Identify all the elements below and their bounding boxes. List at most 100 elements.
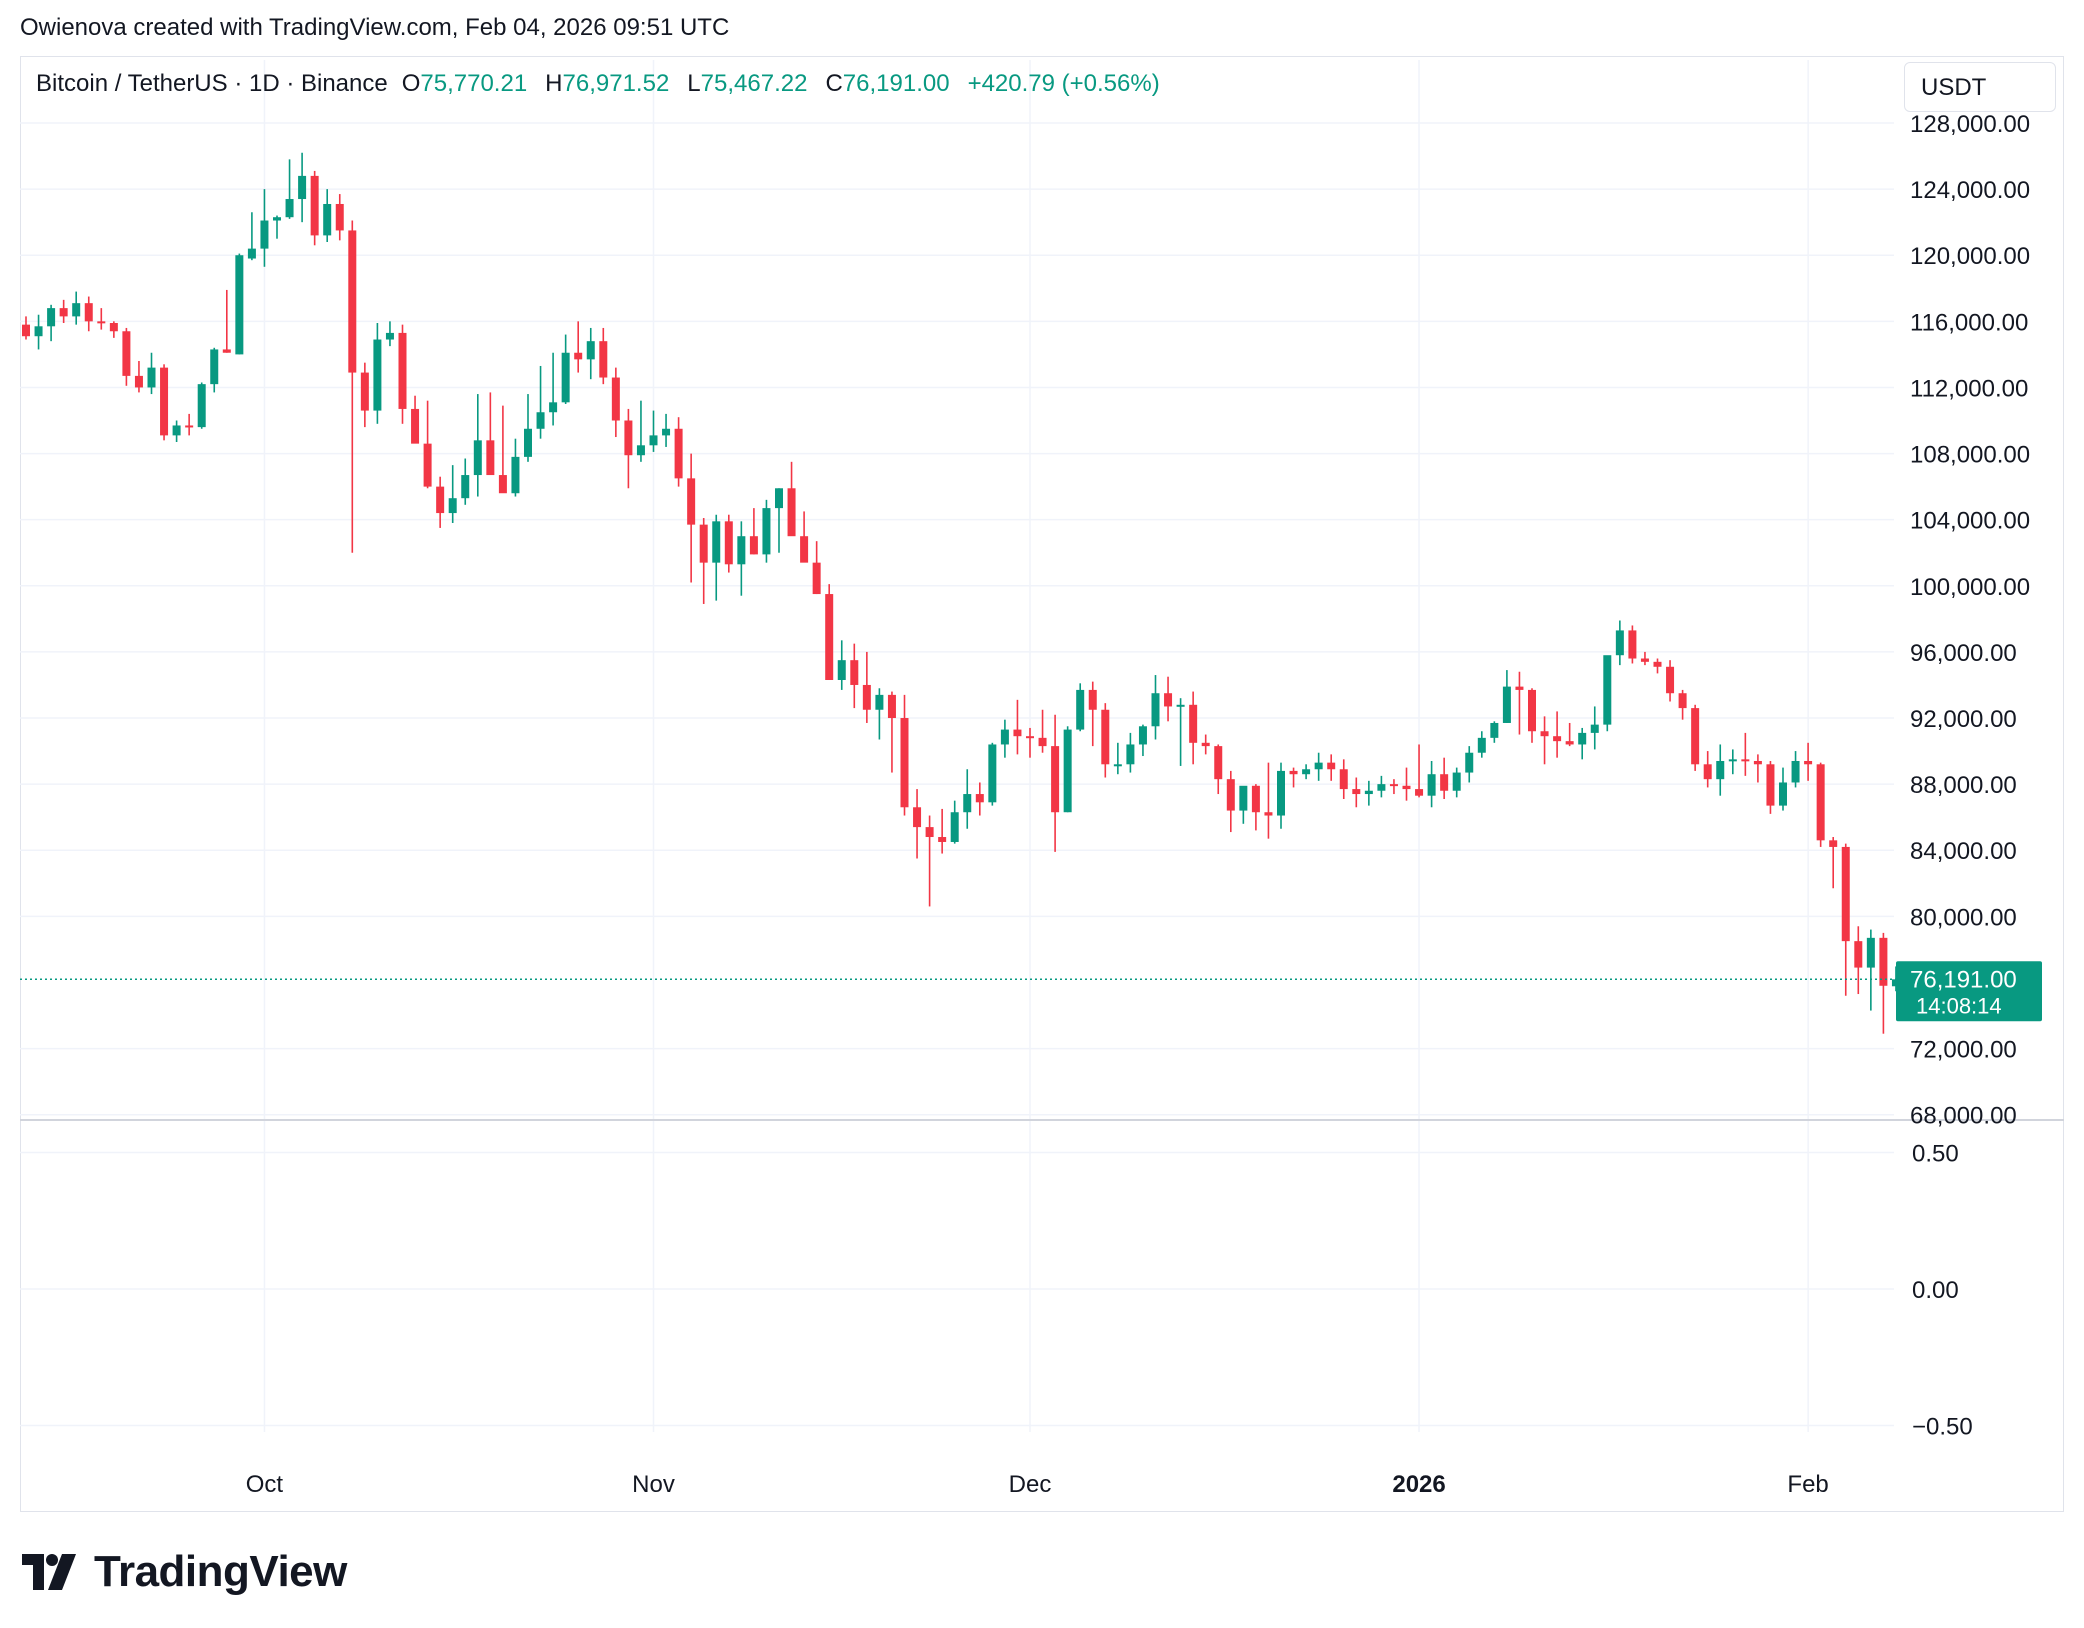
candle-body bbox=[109, 322, 118, 332]
candle bbox=[1440, 757, 1449, 800]
candle-body bbox=[247, 248, 256, 259]
currency-unit-button[interactable]: USDT bbox=[1904, 62, 2056, 112]
candle bbox=[611, 367, 620, 438]
candle-body bbox=[134, 375, 143, 388]
candle bbox=[423, 400, 432, 489]
candle bbox=[222, 289, 231, 353]
candle bbox=[1804, 742, 1813, 781]
candle bbox=[185, 413, 194, 436]
candle bbox=[674, 417, 683, 487]
candle bbox=[1728, 749, 1737, 775]
candle-body bbox=[1879, 937, 1888, 986]
tradingview-logo[interactable]: TradingView bbox=[22, 1547, 347, 1596]
candle bbox=[373, 322, 382, 424]
candle-body bbox=[1239, 785, 1248, 811]
candle-body bbox=[1628, 630, 1637, 659]
time-tick-label: Oct bbox=[246, 1471, 284, 1498]
candle bbox=[649, 410, 658, 452]
candle-body bbox=[47, 308, 56, 327]
candle bbox=[1502, 670, 1511, 723]
candle-body bbox=[837, 660, 846, 681]
price-tick-label: 84,000.00 bbox=[1910, 838, 2017, 865]
candle-body bbox=[1377, 784, 1386, 791]
candle bbox=[536, 365, 545, 439]
candle-body bbox=[1314, 762, 1323, 770]
candle-body bbox=[34, 326, 43, 337]
candle-body bbox=[373, 339, 382, 411]
candle-body bbox=[1364, 790, 1373, 795]
candle bbox=[385, 321, 394, 347]
candle bbox=[1063, 726, 1072, 813]
candle bbox=[624, 408, 633, 489]
candle bbox=[285, 159, 294, 219]
candle bbox=[210, 347, 219, 393]
candle bbox=[1289, 767, 1298, 788]
price-tick-label: 100,000.00 bbox=[1910, 574, 2030, 601]
candle-body bbox=[950, 812, 959, 842]
candle-body bbox=[160, 367, 169, 436]
candle bbox=[1327, 754, 1336, 781]
candle-body bbox=[1176, 704, 1185, 707]
candle-body bbox=[662, 428, 671, 436]
candle bbox=[1415, 744, 1424, 798]
candle-body bbox=[172, 425, 181, 436]
time-tick-label: Dec bbox=[1009, 1471, 1052, 1498]
candle-body bbox=[775, 488, 783, 509]
candle-body bbox=[1289, 770, 1298, 775]
symbol-label[interactable]: Bitcoin / TetherUS · 1D · Binance bbox=[36, 70, 388, 97]
candle-body bbox=[285, 199, 294, 218]
candle bbox=[1741, 732, 1750, 776]
candle bbox=[34, 314, 43, 350]
price-tick-label: 128,000.00 bbox=[1910, 111, 2030, 138]
candle bbox=[298, 152, 307, 223]
candle bbox=[749, 508, 758, 555]
candle-body bbox=[825, 594, 834, 681]
candle-body bbox=[1578, 732, 1587, 745]
candle bbox=[1640, 651, 1649, 666]
candle-body bbox=[561, 352, 570, 403]
candle-body bbox=[1402, 785, 1411, 790]
candle bbox=[1816, 762, 1825, 847]
candle bbox=[109, 321, 118, 338]
candle bbox=[310, 170, 319, 246]
price-tick-label: 124,000.00 bbox=[1910, 177, 2030, 204]
candle bbox=[687, 453, 696, 583]
time-tick-label: Feb bbox=[1787, 1471, 1828, 1498]
candle-body bbox=[1026, 736, 1034, 739]
close-label: C bbox=[825, 70, 843, 97]
candle-body bbox=[1327, 762, 1336, 770]
candle-body bbox=[1528, 689, 1536, 732]
candle bbox=[72, 291, 81, 325]
candle-body bbox=[599, 341, 608, 378]
open-value: 75,770.21 bbox=[420, 70, 528, 97]
candle-body bbox=[900, 718, 909, 808]
candle-body bbox=[448, 498, 457, 514]
candle bbox=[1013, 699, 1022, 755]
ohlc-legend: Bitcoin / TetherUS · 1D · Binance O75,770… bbox=[36, 70, 1178, 98]
candle-body bbox=[737, 536, 746, 565]
candle-body bbox=[1515, 686, 1524, 690]
candle-body bbox=[1000, 729, 1009, 745]
candle bbox=[586, 327, 595, 380]
price-tick-label: 112,000.00 bbox=[1910, 375, 2028, 402]
candle-body bbox=[235, 255, 244, 355]
candle bbox=[887, 691, 896, 773]
candle bbox=[1477, 731, 1486, 758]
candle bbox=[147, 352, 156, 395]
candle bbox=[925, 815, 934, 907]
candle bbox=[875, 688, 884, 740]
candle bbox=[1352, 777, 1361, 808]
candle bbox=[122, 327, 131, 386]
tradingview-logo-icon bbox=[22, 1554, 76, 1590]
candle-body bbox=[887, 694, 896, 719]
candle-body bbox=[1264, 812, 1273, 816]
candle bbox=[1251, 784, 1260, 831]
candle bbox=[950, 800, 959, 844]
candle bbox=[1703, 751, 1712, 788]
candle-body bbox=[1779, 782, 1787, 806]
candle-body bbox=[473, 440, 482, 476]
candle bbox=[699, 518, 708, 604]
candle bbox=[1490, 721, 1499, 743]
